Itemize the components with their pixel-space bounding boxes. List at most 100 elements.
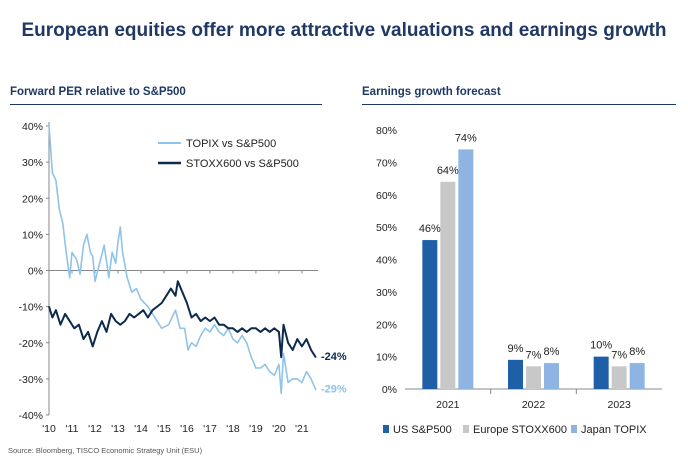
bar-legend-label: Europe STOXX600 (473, 424, 567, 436)
line-point-topix (204, 327, 206, 329)
line-point-topix (269, 371, 271, 373)
line-end-label-stoxx600: -24% (321, 351, 347, 363)
line-point-stoxx600 (69, 320, 71, 322)
line-point-topix (92, 255, 94, 257)
bar-legend-label: US S&P500 (393, 424, 452, 436)
bar-europe-2021 (440, 181, 456, 389)
line-point-topix (140, 298, 142, 300)
line-point-topix (246, 342, 248, 344)
line-point-stoxx600 (181, 291, 183, 293)
line-point-topix (292, 378, 294, 380)
line-point-topix (282, 352, 285, 355)
line-point-stoxx600 (236, 331, 239, 333)
line-chart-title: Forward PER relative to S&P500 (10, 86, 186, 98)
line-point-topix (55, 179, 57, 181)
line-point-stoxx600 (64, 313, 66, 315)
line-point-topix (126, 277, 128, 279)
bar-data-label: 7% (526, 349, 542, 361)
bar-data-label: 64% (437, 165, 459, 177)
line-point-topix (209, 331, 211, 333)
line-point-stoxx600 (246, 331, 248, 333)
line-point-stoxx600 (96, 331, 98, 333)
bar-y-tick-label: 60% (376, 190, 397, 202)
line-y-tick-label: 40% (22, 121, 43, 133)
line-point-stoxx600 (278, 331, 280, 333)
bar-legend-swatch (463, 425, 469, 433)
line-point-stoxx600 (101, 320, 103, 322)
line-x-tick-label: '17 (203, 423, 217, 435)
bar-y-tick-label: 0% (382, 384, 397, 396)
bar-y-tick-label: 20% (376, 319, 397, 331)
line-point-topix (310, 378, 312, 380)
line-point-topix (58, 208, 60, 210)
bar-data-label: 8% (629, 346, 645, 358)
line-y-tick-label: 20% (22, 193, 43, 205)
bar-x-tick-label: 2022 (522, 399, 546, 411)
line-point-stoxx600 (105, 331, 108, 333)
line-point-topix (48, 125, 50, 127)
line-point-stoxx600 (241, 327, 243, 329)
line-chart-title-rule (10, 104, 322, 105)
line-point-stoxx600 (161, 302, 163, 304)
bar-europe-2023 (611, 366, 627, 389)
line-x-tick-label: '11 (66, 423, 79, 435)
line-point-topix (273, 374, 275, 376)
line-x-tick-label: '14 (134, 423, 148, 435)
line-point-topix (79, 273, 81, 275)
line-point-stoxx600 (128, 313, 131, 315)
line-point-topix (117, 241, 119, 243)
line-point-topix (184, 327, 186, 329)
line-point-topix (65, 251, 67, 254)
line-y-tick-label: 10% (22, 229, 43, 241)
line-x-tick-label: '18 (226, 423, 240, 435)
line-point-stoxx600 (73, 327, 75, 329)
line-x-tick-label: '15 (157, 423, 171, 435)
line-point-stoxx600 (119, 324, 121, 326)
line-point-topix (213, 324, 216, 326)
page-title: European equities offer more attractive … (21, 20, 667, 41)
line-point-topix (195, 345, 197, 347)
bar-x-tick-label: 2021 (436, 399, 460, 411)
line-point-stoxx600 (305, 338, 308, 340)
line-point-stoxx600 (296, 338, 298, 340)
line-point-stoxx600 (147, 316, 149, 319)
line-point-topix (62, 222, 64, 225)
line-point-stoxx600 (165, 295, 167, 297)
line-point-stoxx600 (186, 302, 188, 304)
line-point-topix (241, 334, 243, 337)
line-point-topix (174, 309, 177, 311)
bar-legend-label: Japan TOPIX (581, 424, 647, 436)
line-point-topix (51, 172, 54, 174)
line-point-stoxx600 (142, 309, 144, 311)
line-point-stoxx600 (282, 324, 285, 326)
line-point-topix (86, 233, 88, 235)
line-point-topix (280, 392, 282, 394)
line-point-stoxx600 (51, 316, 54, 319)
line-y-tick-label: -40% (18, 410, 43, 422)
line-end-label-topix: -29% (321, 384, 347, 396)
line-point-stoxx600 (151, 309, 154, 311)
line-point-topix (315, 389, 317, 391)
line-point-topix (119, 226, 121, 228)
bar-japan-2022 (544, 363, 559, 389)
line-x-tick-label: '10 (42, 423, 56, 435)
line-point-topix (296, 378, 298, 380)
line-point-stoxx600 (315, 356, 317, 358)
line-point-topix (135, 287, 137, 290)
line-point-stoxx600 (133, 316, 135, 319)
line-point-stoxx600 (115, 320, 117, 322)
bar-y-tick-label: 70% (376, 157, 397, 169)
line-point-stoxx600 (218, 324, 220, 326)
line-point-topix (147, 306, 149, 308)
bar-europe-2022 (526, 366, 541, 389)
line-x-tick-label: '21 (295, 423, 309, 435)
line-point-stoxx600 (209, 320, 211, 322)
line-point-stoxx600 (48, 306, 50, 308)
line-point-stoxx600 (250, 327, 252, 329)
line-x-tick-label: '20 (272, 423, 286, 435)
line-y-tick-label: -10% (18, 302, 43, 314)
line-point-stoxx600 (55, 309, 57, 311)
line-point-topix (255, 367, 257, 369)
line-point-topix (111, 251, 113, 254)
line-x-tick-label: '19 (249, 423, 263, 435)
